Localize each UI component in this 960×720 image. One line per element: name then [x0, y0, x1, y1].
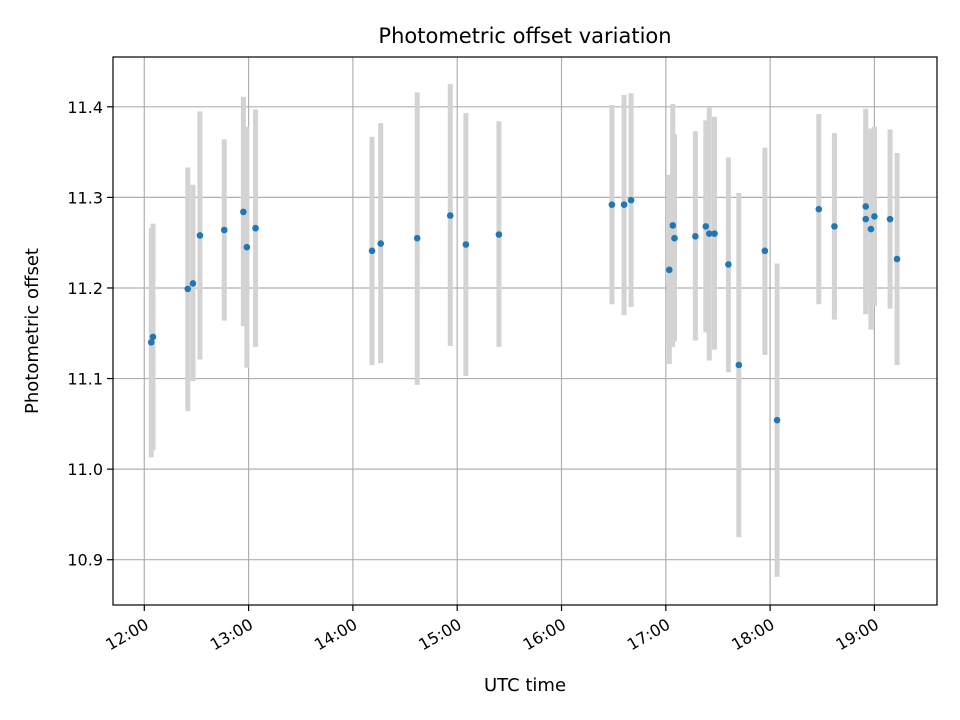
- data-point: [243, 243, 251, 251]
- data-point: [815, 205, 823, 213]
- data-point: [692, 233, 699, 240]
- y-tick-label: 11.3: [67, 188, 103, 207]
- data-point: [862, 215, 870, 223]
- data-point: [377, 240, 385, 247]
- y-tick-label: 11.1: [67, 370, 103, 389]
- y-tick-label: 11.0: [67, 460, 103, 479]
- data-point: [711, 230, 718, 237]
- data-point: [184, 285, 192, 293]
- data-point: [147, 339, 155, 346]
- data-point: [196, 232, 204, 239]
- data-point: [446, 212, 454, 219]
- data-point: [735, 361, 743, 369]
- x-axis-label: UTC time: [484, 675, 566, 696]
- data-point: [240, 208, 247, 216]
- data-point: [462, 241, 470, 248]
- data-point: [886, 215, 894, 223]
- data-point: [871, 213, 878, 220]
- data-point: [862, 203, 870, 210]
- data-point: [368, 247, 376, 255]
- data-point: [495, 231, 503, 238]
- data-point: [665, 266, 673, 274]
- data-point: [773, 416, 781, 424]
- data-point: [761, 247, 769, 255]
- plot-area-frame: [112, 56, 938, 606]
- data-point: [671, 234, 678, 242]
- data-point: [220, 226, 228, 234]
- data-point: [831, 223, 838, 230]
- data-point: [620, 201, 628, 208]
- data-point: [867, 225, 875, 233]
- y-axis-ticks: 10.9 11.0 11.1 11.2 11.3 11.4: [67, 98, 113, 570]
- data-point: [189, 280, 197, 287]
- data-point: [149, 333, 157, 341]
- data-point: [608, 201, 616, 208]
- data-point: [669, 222, 677, 229]
- chart-title: Photometric offset variation: [378, 24, 671, 48]
- data-point: [705, 230, 713, 237]
- data-point: [413, 234, 421, 242]
- y-tick-label: 10.9: [67, 551, 103, 570]
- data-point: [893, 255, 901, 263]
- y-tick-label: 11.2: [67, 279, 103, 298]
- data-point: [725, 261, 732, 268]
- data-point: [702, 223, 710, 230]
- data-points: [147, 196, 901, 424]
- data-point: [252, 224, 259, 232]
- y-axis-label: Photometric offset: [22, 248, 43, 414]
- y-tick-label: 11.4: [67, 98, 103, 117]
- data-point: [627, 196, 635, 204]
